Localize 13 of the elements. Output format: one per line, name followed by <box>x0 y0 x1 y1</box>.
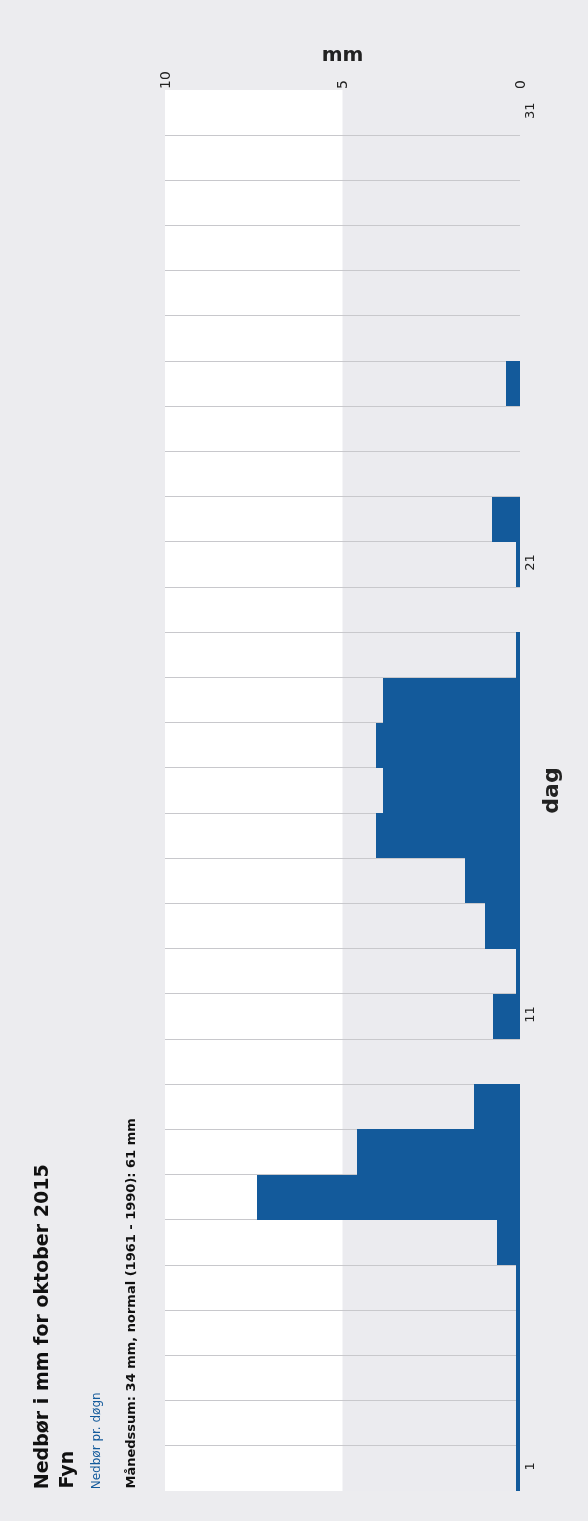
x-tick-label: 5 <box>334 80 351 89</box>
y-tick-label: 11 <box>522 1006 537 1023</box>
y-tick-label: 1 <box>522 1462 537 1471</box>
x-tick-label: 10 <box>156 71 173 89</box>
x-axis-title: mm <box>321 41 364 66</box>
text: Månedssum: 34 mm, normal (1961 - 1990): 61 mm <box>122 1118 138 1489</box>
text: Fyn <box>54 1450 77 1489</box>
x-tick-label: 0 <box>511 80 528 89</box>
text: Nedbør pr. døgn <box>89 1392 104 1490</box>
y-axis-title: dag <box>537 767 563 814</box>
text: Nedbør i mm for oktober 2015 <box>30 1164 53 1490</box>
y-tick-label: 21 <box>522 554 537 571</box>
y-tick-label: 31 <box>522 102 537 119</box>
